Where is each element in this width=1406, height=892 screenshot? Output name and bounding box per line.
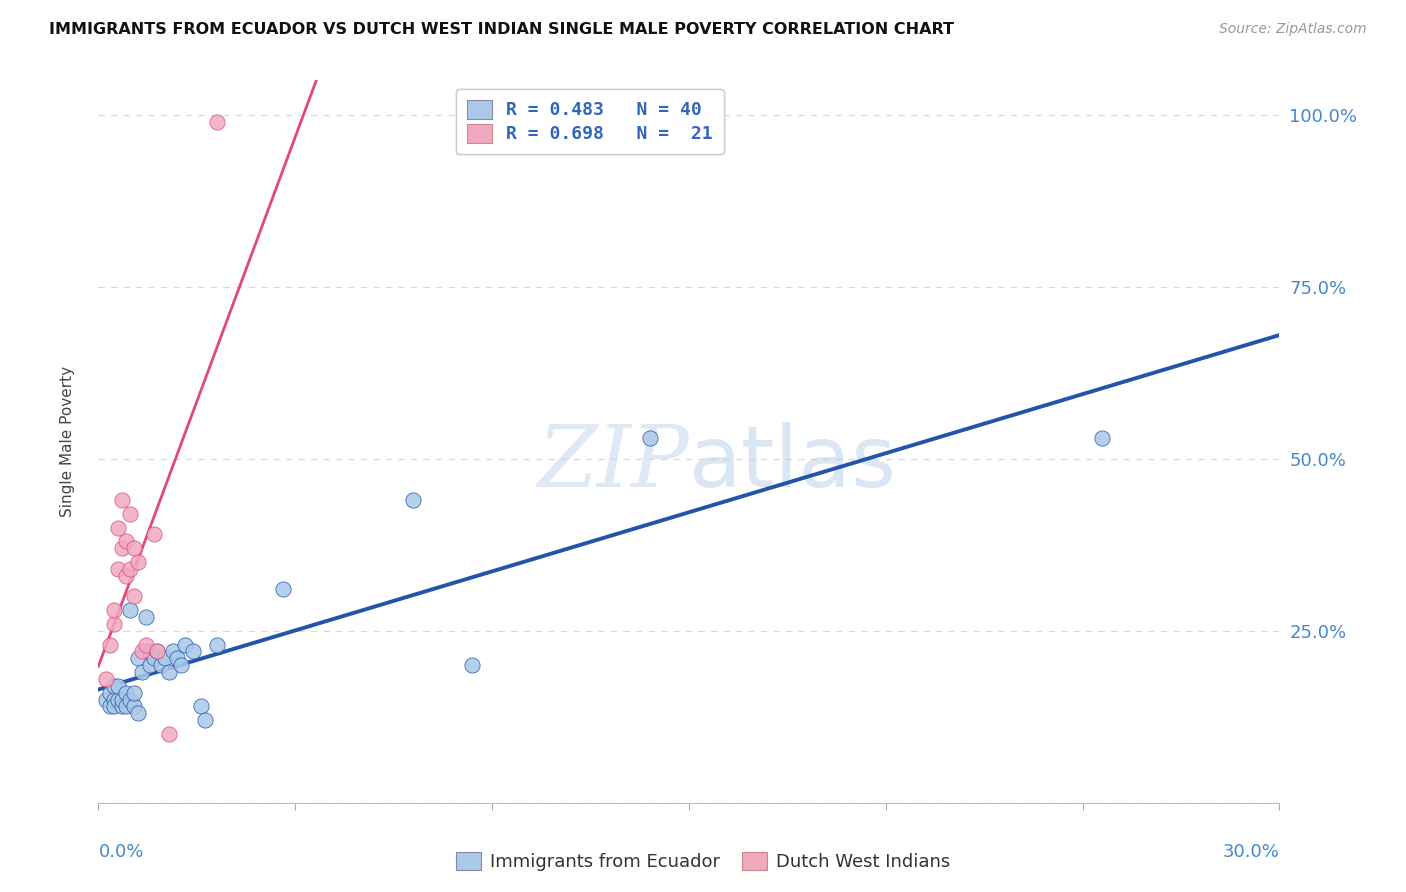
Point xyxy=(98,699,121,714)
Text: 30.0%: 30.0% xyxy=(1223,843,1279,861)
Point xyxy=(155,651,177,665)
Point xyxy=(127,706,149,721)
Point xyxy=(181,644,204,658)
Point xyxy=(111,699,134,714)
Point xyxy=(174,638,197,652)
Point xyxy=(170,658,193,673)
Point xyxy=(131,644,153,658)
Point xyxy=(131,665,153,679)
Legend: Immigrants from Ecuador, Dutch West Indians: Immigrants from Ecuador, Dutch West Indi… xyxy=(449,845,957,879)
Point xyxy=(122,699,145,714)
Point xyxy=(162,644,184,658)
Point xyxy=(402,493,425,508)
Point xyxy=(142,651,165,665)
Point xyxy=(146,644,169,658)
Point xyxy=(103,699,125,714)
Point xyxy=(103,616,125,631)
Point xyxy=(103,603,125,617)
Point xyxy=(96,672,118,686)
Point xyxy=(103,679,125,693)
Point xyxy=(157,665,180,679)
Point xyxy=(638,431,661,445)
Point xyxy=(115,686,138,700)
Point xyxy=(138,658,160,673)
Point xyxy=(127,651,149,665)
Point xyxy=(273,582,295,597)
Point xyxy=(127,555,149,569)
Point xyxy=(146,644,169,658)
Point xyxy=(111,692,134,706)
Point xyxy=(142,527,165,541)
Point xyxy=(122,686,145,700)
Point xyxy=(98,686,121,700)
Legend: R = 0.483   N = 40, R = 0.698   N =  21: R = 0.483 N = 40, R = 0.698 N = 21 xyxy=(456,89,724,154)
Point xyxy=(118,603,141,617)
Point xyxy=(98,638,121,652)
Point xyxy=(107,692,129,706)
Point xyxy=(461,658,484,673)
Point xyxy=(205,114,228,128)
Point xyxy=(115,534,138,549)
Point xyxy=(103,692,125,706)
Y-axis label: Single Male Poverty: Single Male Poverty xyxy=(60,366,75,517)
Point xyxy=(107,679,129,693)
Point xyxy=(1091,431,1114,445)
Point xyxy=(107,520,129,534)
Text: atlas: atlas xyxy=(689,422,897,505)
Text: Source: ZipAtlas.com: Source: ZipAtlas.com xyxy=(1219,22,1367,37)
Point xyxy=(135,610,157,624)
Point xyxy=(205,638,228,652)
Point xyxy=(194,713,217,727)
Point xyxy=(118,562,141,576)
Point xyxy=(115,699,138,714)
Point xyxy=(115,568,138,582)
Text: 0.0%: 0.0% xyxy=(98,843,143,861)
Point xyxy=(96,692,118,706)
Text: IMMIGRANTS FROM ECUADOR VS DUTCH WEST INDIAN SINGLE MALE POVERTY CORRELATION CHA: IMMIGRANTS FROM ECUADOR VS DUTCH WEST IN… xyxy=(49,22,955,37)
Point xyxy=(135,638,157,652)
Point xyxy=(138,644,160,658)
Point xyxy=(157,727,180,741)
Point xyxy=(150,658,173,673)
Point xyxy=(122,541,145,556)
Point xyxy=(111,541,134,556)
Text: ZIP: ZIP xyxy=(537,422,689,505)
Point xyxy=(190,699,212,714)
Point xyxy=(118,507,141,521)
Point xyxy=(111,493,134,508)
Point xyxy=(122,590,145,604)
Point xyxy=(107,562,129,576)
Point xyxy=(166,651,188,665)
Point xyxy=(118,692,141,706)
